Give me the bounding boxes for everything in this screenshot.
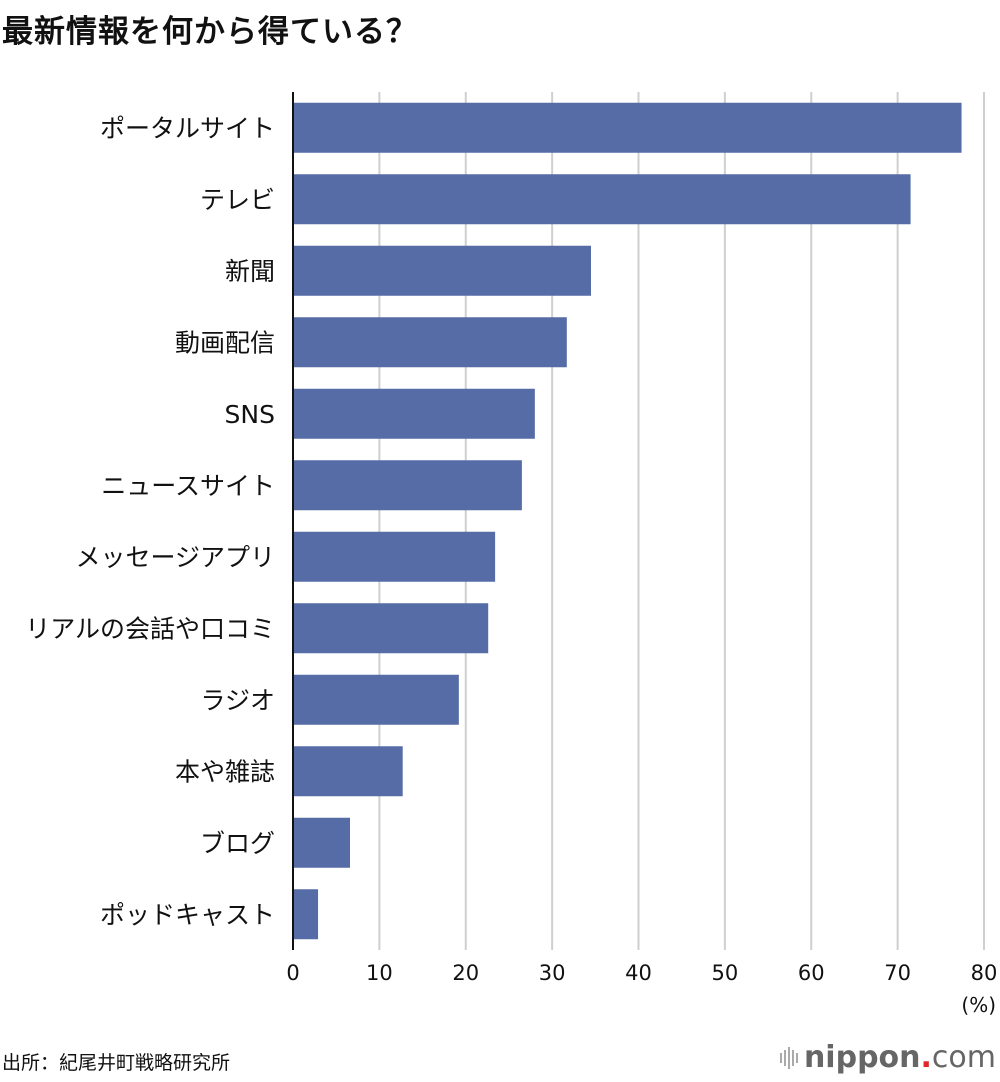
- category-label: 新聞: [225, 257, 275, 286]
- category-label: ポータルサイト: [100, 114, 275, 143]
- x-tick-label: 10: [366, 961, 393, 985]
- x-tick-label: 70: [884, 961, 911, 985]
- category-label: リアルの会話や口コミ: [25, 614, 275, 643]
- bar: [293, 746, 403, 797]
- category-label: テレビ: [200, 185, 275, 214]
- x-tick-label: 80: [971, 961, 998, 985]
- bar: [293, 174, 911, 225]
- category-label: ブログ: [200, 829, 275, 858]
- logo-bars-icon: [779, 1046, 798, 1069]
- x-tick-label: 40: [625, 961, 652, 985]
- x-tick-label: 50: [712, 961, 739, 985]
- x-tick-label: 20: [452, 961, 479, 985]
- bar: [293, 603, 489, 654]
- category-label: 動画配信: [175, 328, 275, 357]
- bar: [293, 817, 351, 868]
- bar: [293, 674, 459, 725]
- source-note: 出所：紀尾井町戦略研究所: [2, 1052, 231, 1074]
- bar: [293, 460, 522, 511]
- bar: [293, 245, 591, 296]
- bar: [293, 102, 962, 153]
- category-label: ラジオ: [200, 686, 275, 715]
- bar: [293, 889, 319, 940]
- category-label: ニュースサイト: [101, 471, 275, 500]
- bar: [293, 317, 567, 368]
- logo-dot: .: [920, 1040, 932, 1075]
- category-label: 本や雑誌: [175, 757, 275, 786]
- bar: [293, 531, 496, 582]
- bar: [293, 388, 535, 439]
- logo-name: nippon: [803, 1040, 921, 1075]
- logo-suffix: com: [931, 1040, 996, 1075]
- x-tick-label: 30: [539, 961, 566, 985]
- x-tick-label: 60: [798, 961, 825, 985]
- nippon-logo: nippon.com: [779, 1040, 996, 1075]
- x-unit-label: (%): [961, 993, 996, 1017]
- category-label: SNS: [225, 400, 275, 429]
- category-label: メッセージアプリ: [75, 543, 275, 572]
- chart-title: 最新情報を何から得ている？: [2, 14, 418, 50]
- category-label: ポッドキャスト: [100, 900, 275, 929]
- x-tick-label: 0: [286, 961, 299, 985]
